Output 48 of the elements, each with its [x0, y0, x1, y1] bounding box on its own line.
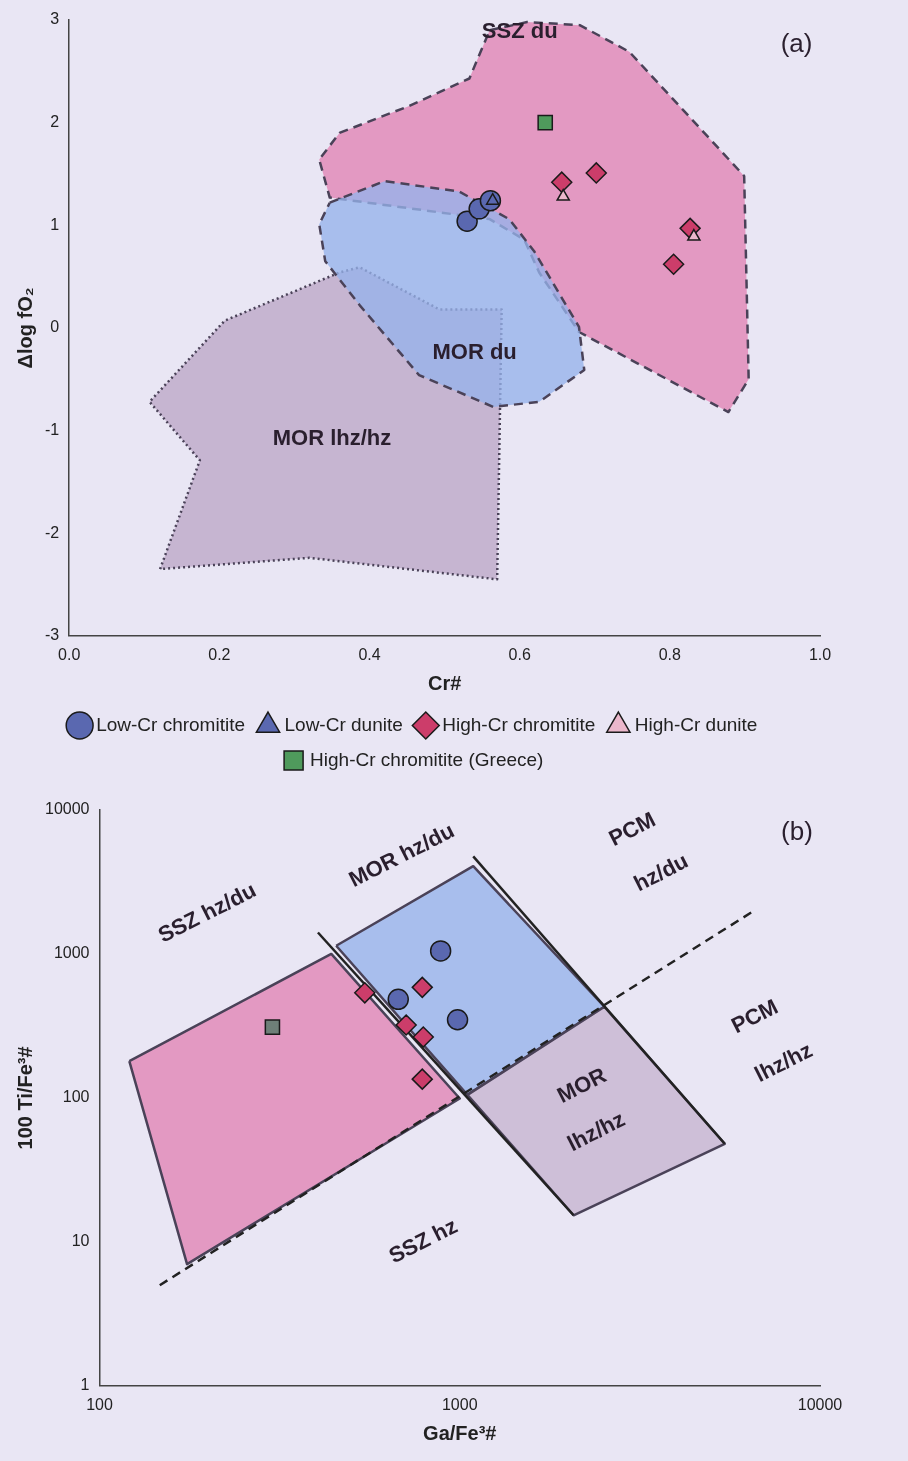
y-tick-label: 3	[50, 10, 60, 28]
y-axis-title: 100 Ti/Fe³#	[13, 1046, 36, 1150]
annotation: SSZ hz/du	[153, 877, 260, 948]
x-tick-label: 0.0	[58, 645, 81, 663]
legend-label: Low-Cr dunite	[284, 713, 403, 735]
x-tick-label: 1.0	[808, 645, 832, 663]
point	[550, 171, 573, 193]
y-tick-label: -2	[44, 523, 60, 541]
y-tick-label: 1	[80, 1376, 90, 1394]
legend-label: High-Cr dunite	[634, 713, 758, 735]
annotation: lhz/hz	[563, 1106, 629, 1157]
y-tick-label: -3	[44, 626, 60, 644]
x-tick-label: 1000	[441, 1395, 478, 1413]
legend-label: High-Cr chromitite	[442, 713, 596, 735]
point	[537, 114, 554, 131]
x-axis-title: Ga/Fe³#	[423, 1421, 497, 1444]
point	[456, 210, 478, 232]
annotation: MOR lhz/hz	[272, 424, 392, 450]
point	[556, 188, 571, 201]
x-tick-label: 10000	[797, 1395, 843, 1413]
annotation: SSZ du	[481, 18, 558, 44]
legend-label: High-Cr chromitite (Greece)	[310, 748, 544, 770]
x-tick-label: 100	[86, 1395, 113, 1413]
annotation: MOR du	[432, 338, 517, 364]
point	[585, 162, 608, 184]
y-tick-label: 2	[50, 113, 60, 131]
annotation: MOR hz/du	[344, 817, 459, 892]
annotation: (a)	[780, 27, 813, 58]
x-tick-label: 0.2	[208, 645, 231, 663]
y-tick-label: 1	[50, 215, 60, 233]
annotation: SSZ hz	[384, 1212, 462, 1269]
y-tick-label: 100	[62, 1088, 90, 1106]
legend-label: Low-Cr chromitite	[96, 713, 246, 735]
y-axis-title: Δlog fO₂	[13, 287, 36, 369]
y-tick-label: -1	[44, 420, 60, 438]
annotation: MOR	[553, 1062, 611, 1108]
point	[662, 253, 685, 276]
y-tick-label: 10000	[44, 800, 90, 818]
annotation: lhz/hz	[750, 1037, 817, 1088]
annotation: (b)	[781, 816, 813, 847]
x-tick-label: 0.6	[508, 645, 531, 663]
y-tick-label: 10	[71, 1232, 90, 1250]
x-tick-label: 0.8	[658, 645, 682, 663]
y-tick-label: 1000	[53, 944, 90, 962]
y-tick-label: 0	[50, 318, 60, 336]
x-axis-title: Cr#	[427, 671, 462, 694]
x-tick-label: 0.4	[358, 645, 381, 663]
annotation: PCM	[727, 993, 782, 1039]
